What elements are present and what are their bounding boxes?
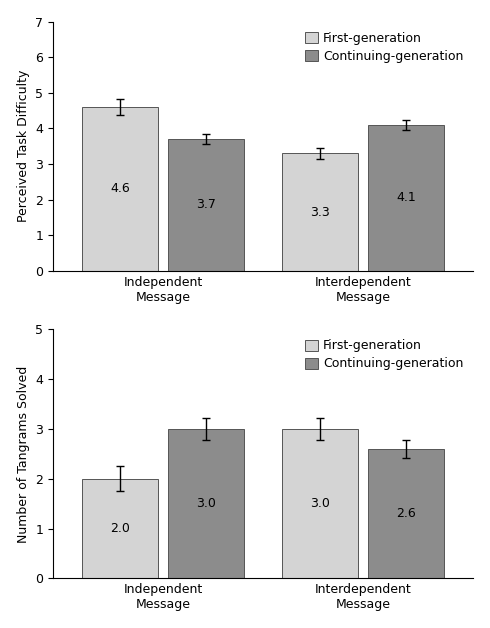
- Text: 4.6: 4.6: [110, 182, 130, 195]
- Text: 3.7: 3.7: [196, 198, 216, 212]
- Text: 3.0: 3.0: [310, 497, 330, 511]
- Text: 4.1: 4.1: [396, 192, 416, 204]
- Bar: [82, 107, 158, 271]
- Bar: [82, 479, 158, 578]
- Bar: [368, 125, 444, 271]
- Text: 3.3: 3.3: [310, 205, 330, 219]
- Bar: [368, 449, 444, 578]
- Y-axis label: Number of Tangrams Solved: Number of Tangrams Solved: [17, 365, 30, 543]
- Bar: [282, 429, 358, 578]
- Bar: [168, 139, 244, 271]
- Legend: First-generation, Continuing-generation: First-generation, Continuing-generation: [302, 28, 467, 67]
- Text: 3.0: 3.0: [196, 497, 216, 511]
- Text: 2.6: 2.6: [396, 507, 416, 520]
- Bar: [168, 429, 244, 578]
- Bar: [282, 153, 358, 271]
- Legend: First-generation, Continuing-generation: First-generation, Continuing-generation: [302, 336, 467, 374]
- Y-axis label: Perceived Task Difficulty: Perceived Task Difficulty: [17, 70, 30, 222]
- Text: 2.0: 2.0: [110, 522, 130, 535]
